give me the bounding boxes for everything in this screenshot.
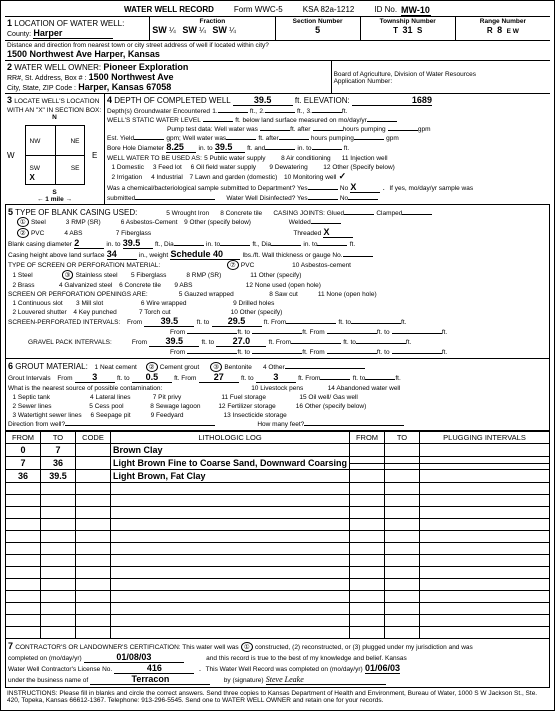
sec4-title: DEPTH OF COMPLETED WELL [114, 96, 230, 105]
table-row [6, 495, 550, 507]
section-1: 1 LOCATION OF WATER WELL: County: Harper… [5, 17, 550, 41]
signature: Steve Leake [266, 675, 386, 685]
col-lith: LITHOLOGIC LOG [111, 432, 350, 444]
sec2-num: 2 [7, 62, 12, 72]
col-plug: PLUGGING INTERVALS [420, 432, 550, 444]
sec5-num: 5 [8, 207, 13, 217]
csz-label: City, State, ZIP Code : [7, 85, 76, 92]
id-label: ID No. [374, 5, 397, 16]
spi-to: 29.5 [212, 316, 262, 327]
thread-x: X [323, 227, 353, 238]
table-row [6, 531, 550, 543]
table-row [6, 507, 550, 519]
completed-date: 01/08/03 [84, 652, 184, 663]
schedule: Schedule 40 [170, 249, 240, 260]
table-row: 0 7 Brown Clay [6, 444, 550, 457]
fraction-label: Fraction [152, 18, 272, 25]
sec3-num: 3 [7, 95, 12, 105]
section-2: 2 WATER WELL OWNER: Pioneer Exploration … [5, 61, 550, 94]
col-from2: FROM [350, 432, 385, 444]
sec2-title: WATER WELL OWNER: [14, 63, 101, 72]
secnum: 5 [278, 25, 358, 35]
grid-x: X [30, 173, 35, 182]
twp: 31 [403, 25, 413, 35]
frac-sw3: SW [212, 25, 227, 35]
col-code: CODE [76, 432, 111, 444]
rr-addr: 1500 Northwest Ave [89, 72, 174, 82]
table-row [6, 519, 550, 531]
casing-height: 34 [107, 249, 137, 260]
rng: 8 [497, 25, 502, 35]
casing-ft: 39.5 [123, 238, 153, 249]
id-value: MW-10 [401, 5, 431, 16]
rr-label: RR#, St. Address, Box # : [7, 75, 86, 82]
form-title: WATER WELL RECORD [124, 5, 214, 16]
license-no: 416 [114, 663, 194, 674]
sec5-title: TYPE OF BLANK CASING USED: [15, 208, 137, 217]
col-to2: TO [385, 432, 420, 444]
table-row [6, 567, 550, 579]
col-from: FROM [6, 432, 41, 444]
dist-label: Distance and direction from nearest town… [7, 42, 548, 49]
bore-ft: 39.5 [215, 142, 245, 153]
section-5: 5 TYPE OF BLANK CASING USED: 5 Wrought I… [5, 204, 550, 359]
table-row [6, 483, 550, 495]
gpi-from: 39.5 [149, 336, 199, 347]
gi1-from: 3 [75, 372, 115, 383]
table-row [6, 555, 550, 567]
county-label: County: [7, 31, 31, 38]
chem-no: X [350, 182, 380, 193]
gpi-to: 27.0 [216, 336, 266, 347]
twp-label: Township Number [363, 18, 453, 25]
table-row [6, 627, 550, 639]
water-well-record-form: WATER WELL RECORD Form WWC-5 KSA 82a-121… [0, 0, 555, 711]
ksa: KSA 82a-1212 [303, 5, 355, 16]
sec6-num: 6 [8, 361, 13, 371]
county: Harper [33, 28, 113, 39]
sec7-title: CONTRACTOR'S OR LANDOWNER'S CERTIFICATIO… [15, 644, 238, 651]
record-date: 01/06/03 [365, 663, 400, 674]
instructions: INSTRUCTIONS: Please fill in blanks and … [5, 688, 550, 706]
secnum-label: Section Number [278, 18, 358, 25]
section-7: 7 CONTRACTOR'S OR LANDOWNER'S CERTIFICAT… [5, 638, 550, 688]
gi2-to: 3 [256, 372, 296, 383]
section-6: 6 GROUT MATERIAL: 1 Neat cement ② Cement… [5, 358, 550, 431]
app-label: Application Number: [334, 78, 548, 85]
depth: 39.5 [233, 95, 293, 106]
sec7-num: 7 [8, 641, 13, 651]
gi1-to: 0.5 [132, 372, 172, 383]
lithologic-log-table: FROM TO CODE LITHOLOGIC LOG FROM TO PLUG… [5, 431, 550, 639]
address-row: Distance and direction from nearest town… [5, 41, 550, 61]
form-header: WATER WELL RECORD Form WWC-5 KSA 82a-121… [5, 5, 550, 17]
table-row [6, 543, 550, 555]
sec6-title: GROUT MATERIAL: [15, 362, 88, 371]
sec1-num: 1 [7, 18, 12, 28]
col-to: TO [41, 432, 76, 444]
csz: Harper, Kansas 67058 [78, 82, 171, 92]
frac-sw1: SW [152, 25, 167, 35]
elevation: 1689 [352, 95, 432, 106]
table-row [6, 579, 550, 591]
section-grid: NW NE SW SE X [25, 125, 85, 185]
sec3-title: LOCATE WELL'S LOCATION WITH AN "X" IN SE… [7, 98, 101, 114]
frac-sw2: SW [182, 25, 197, 35]
form-no: Form WWC-5 [234, 5, 283, 16]
use-check: ✓ [339, 171, 347, 181]
table-row [6, 603, 550, 615]
gi2-from: 27 [199, 372, 239, 383]
owner-name: Pioneer Exploration [103, 62, 188, 72]
bore-dia: 8.25 [166, 142, 196, 153]
section-3-4: 3 LOCATE WELL'S LOCATION WITH AN "X" IN … [5, 94, 550, 205]
business-name: Terracon [90, 674, 210, 685]
rng-label: Range Number [458, 18, 548, 25]
board: Board of Agriculture, Division of Water … [334, 71, 548, 78]
table-row [6, 591, 550, 603]
table-row [6, 615, 550, 627]
casing-dia: 2 [74, 238, 104, 249]
sec4-num: 4 [107, 95, 112, 105]
table-row: 36 39.5 Light Brown, Fat Clay [6, 470, 550, 483]
spi-from: 39.5 [144, 316, 194, 327]
address: 1500 Northwest Ave Harper, Kansas [7, 49, 548, 59]
sec1-title: LOCATION OF WATER WELL: [14, 19, 124, 28]
